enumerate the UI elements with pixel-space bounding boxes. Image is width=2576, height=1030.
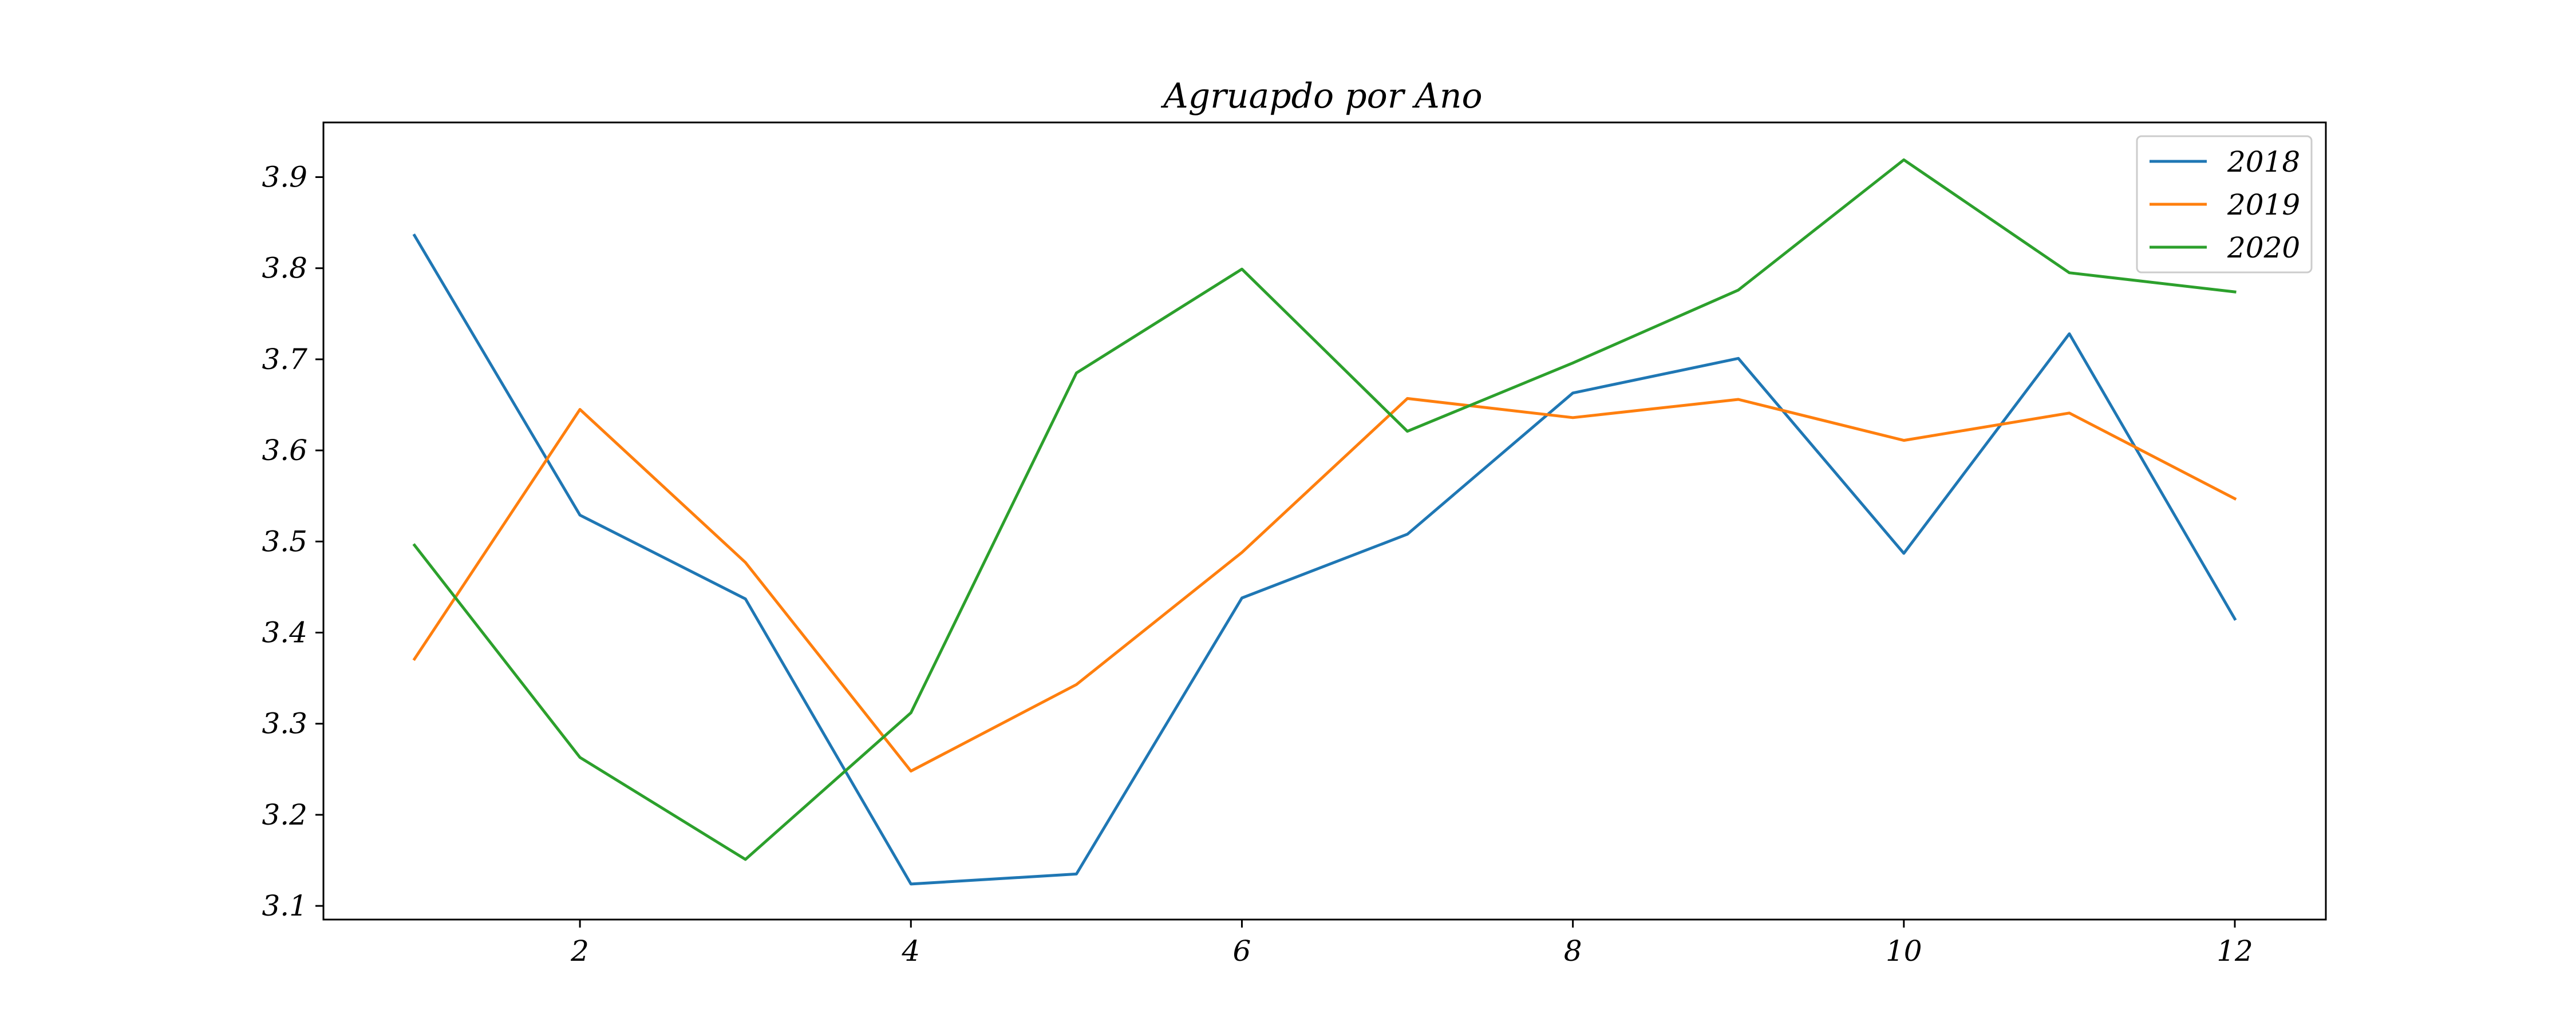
- series-layer: [412, 158, 2237, 886]
- plot-area: 2 4 6 8 10 12 3.1 3.2 3.3 3.4 3.5 3.6 3.7 3.8 3.9: [262, 121, 2327, 968]
- legend-box: [2136, 135, 2313, 274]
- y-tick-label: 3.4: [262, 616, 307, 649]
- y-axis: 3.1 3.2 3.3 3.4 3.5 3.6 3.7 3.8 3.9: [262, 161, 323, 922]
- y-tick-label: 3.1: [262, 889, 307, 922]
- plot-frame: [322, 121, 2327, 921]
- y-tick-label: 3.5: [262, 525, 307, 558]
- x-tick-label: 4: [901, 934, 920, 968]
- y-tick-label: 3.3: [262, 707, 307, 740]
- y-tick-label: 3.6: [262, 434, 307, 467]
- legend-label-2019: 2019: [2227, 188, 2300, 221]
- series-line-2018: [412, 233, 2237, 886]
- legend-label-2020: 2020: [2227, 231, 2300, 264]
- x-tick-label: 10: [1886, 934, 1922, 968]
- x-tick-label: 2: [570, 934, 589, 968]
- y-tick-label: 3.9: [262, 161, 307, 194]
- x-tick-label: 6: [1233, 934, 1251, 968]
- legend-label-2018: 2018: [2227, 145, 2300, 179]
- series-line-2019: [412, 397, 2237, 772]
- y-tick-label: 3.8: [262, 252, 307, 285]
- y-tick-label: 3.2: [262, 798, 307, 831]
- x-tick-label: 12: [2217, 934, 2253, 968]
- legend: 2018 2019 2020: [2136, 135, 2313, 274]
- series-line-2020: [412, 158, 2237, 861]
- x-axis: 2 4 6 8 10 12: [570, 920, 2253, 968]
- y-tick-label: 3.7: [262, 343, 307, 376]
- x-tick-label: 8: [1564, 934, 1582, 968]
- chart-title: Agruapdo por Ano: [1160, 76, 1482, 116]
- plot-background: [323, 122, 2326, 920]
